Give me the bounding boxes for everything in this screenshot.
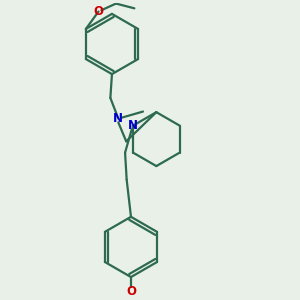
Text: O: O <box>126 285 136 298</box>
Text: O: O <box>94 5 103 18</box>
Text: N: N <box>113 112 123 125</box>
Text: N: N <box>128 119 138 132</box>
